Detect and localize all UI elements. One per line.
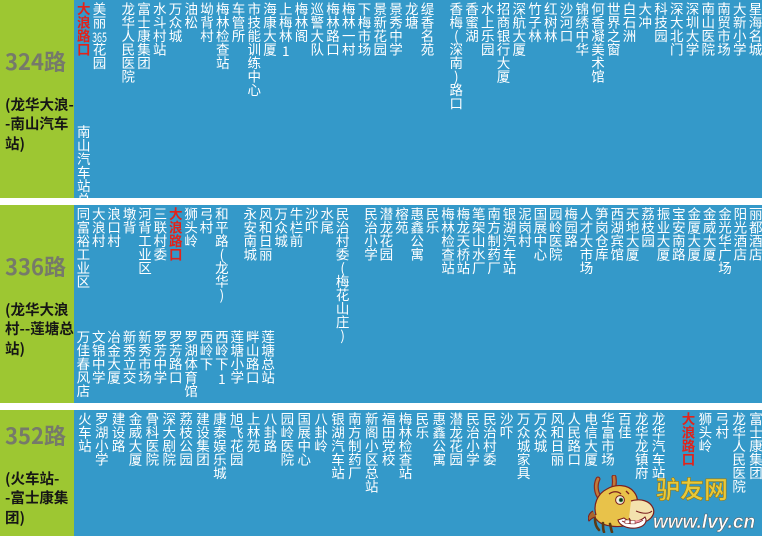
svg-text:驴友网: 驴友网 [656, 475, 728, 505]
svg-text:www.lvy.cn: www.lvy.cn [653, 512, 755, 533]
